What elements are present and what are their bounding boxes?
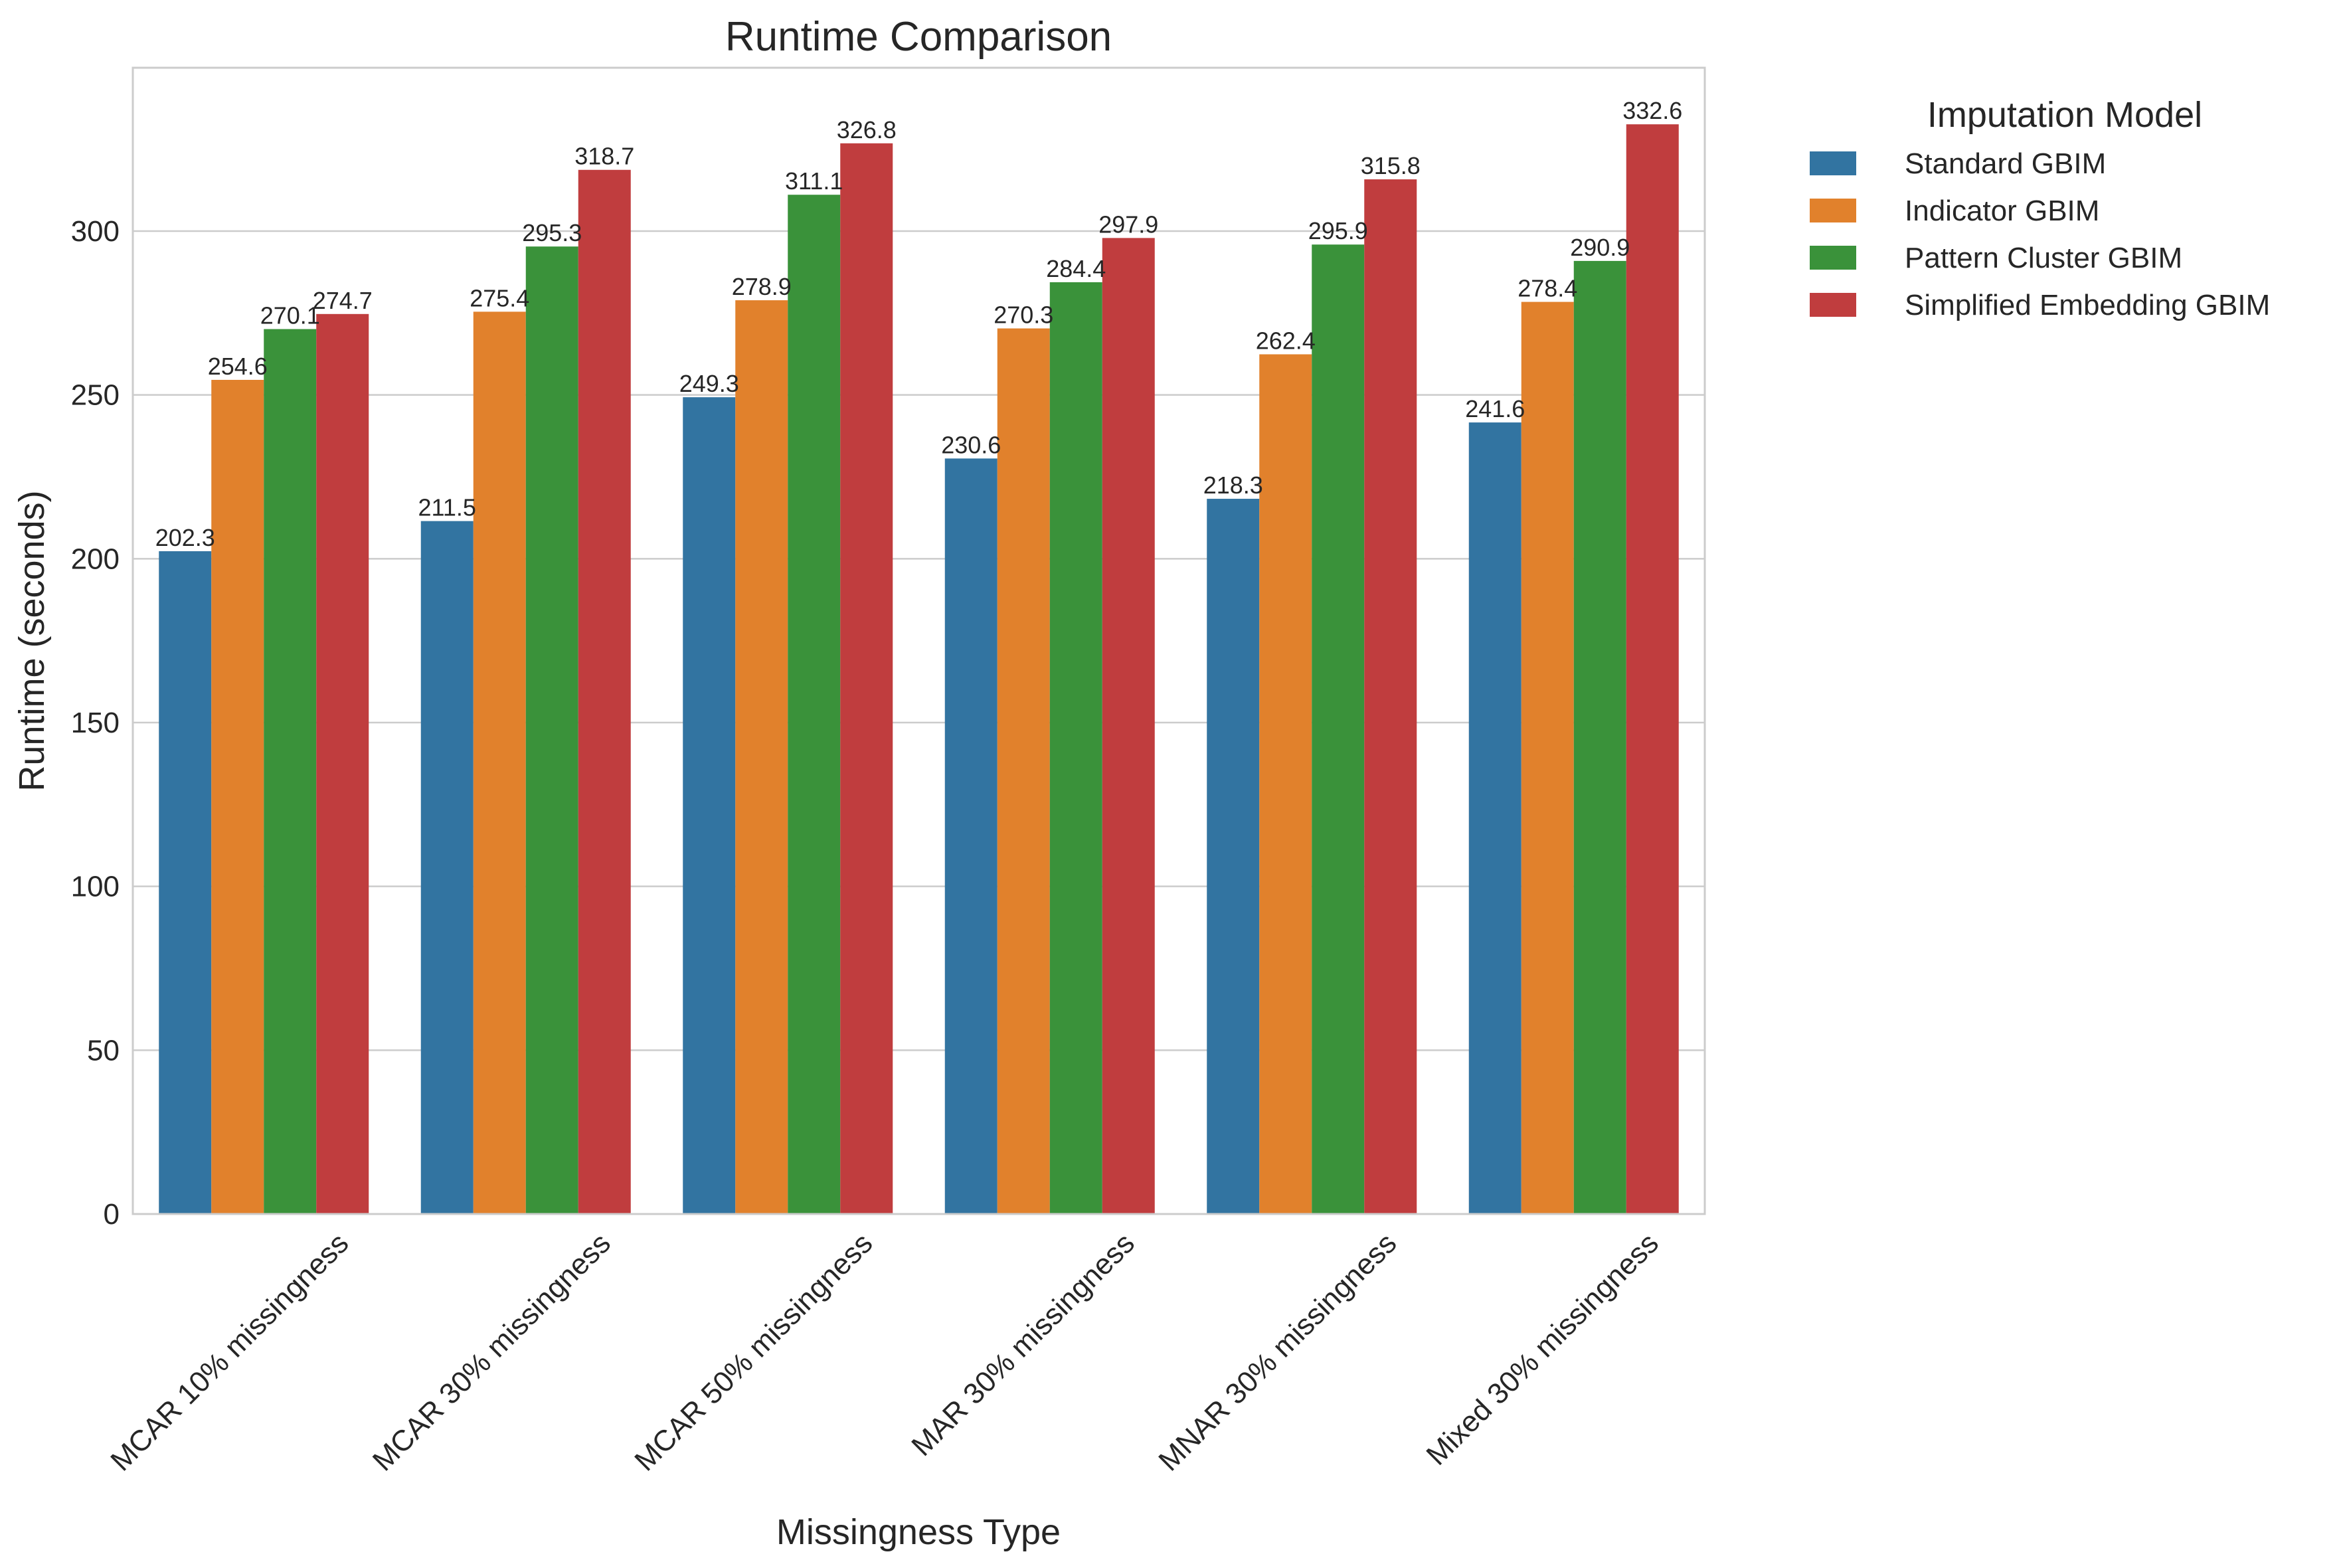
plot-frame (131, 66, 1706, 1215)
bar (420, 521, 474, 1214)
legend: Imputation Model Standard GBIM Indicator … (1810, 95, 2270, 321)
bar (316, 313, 369, 1214)
bar-value-label: 230.6 (941, 431, 1001, 458)
bar-value-label: 284.4 (1046, 255, 1106, 282)
bar (525, 246, 578, 1215)
bar-value-label: 295.9 (1308, 217, 1368, 244)
y-tick-label: 0 (104, 1198, 120, 1231)
y-axis-label: Runtime (seconds) (12, 490, 52, 791)
legend-label: Simplified Embedding GBIM (1905, 289, 2270, 321)
legend-title: Imputation Model (1927, 95, 2202, 135)
bar-value-label: 249.3 (679, 370, 739, 397)
bar (1207, 499, 1260, 1214)
bar (1102, 238, 1155, 1214)
y-tick-label: 300 (71, 215, 120, 248)
bar-value-label: 241.6 (1465, 395, 1525, 422)
y-tick-label: 100 (71, 871, 120, 903)
bar (997, 328, 1050, 1214)
bar-value-label: 278.4 (1518, 275, 1577, 302)
x-axis-label: Missingness Type (776, 1512, 1061, 1552)
legend-label: Standard GBIM (1905, 147, 2106, 180)
bar-value-label: 211.5 (418, 494, 476, 521)
bar (159, 551, 212, 1214)
bar (1573, 260, 1626, 1215)
legend-swatch (1810, 246, 1856, 270)
bar-value-label: 278.9 (732, 273, 792, 300)
legend-swatch (1810, 293, 1856, 317)
bar-value-label: 295.3 (522, 219, 582, 246)
bar (1259, 354, 1312, 1214)
bars (159, 124, 1679, 1215)
y-tick-label: 50 (87, 1034, 120, 1067)
chart-title: Runtime Comparison (725, 14, 1112, 60)
bar-value-label: 318.7 (574, 143, 634, 170)
bar (473, 311, 526, 1214)
bar (944, 458, 998, 1215)
bar-value-label: 311.1 (785, 167, 843, 195)
y-tick-label: 200 (71, 543, 120, 575)
bar-value-label: 218.3 (1203, 472, 1263, 499)
bar (1049, 282, 1102, 1215)
bar-value-label: 254.6 (208, 353, 268, 380)
bar-value-label: 270.3 (994, 302, 1053, 329)
legend-items: Standard GBIM Indicator GBIM Pattern Clust… (1810, 147, 2270, 321)
legend-label: Pattern Cluster GBIM (1905, 242, 2182, 274)
bar (735, 300, 788, 1215)
bar-value-label: 332.6 (1622, 97, 1682, 124)
bar (683, 397, 736, 1214)
bar (1468, 422, 1521, 1214)
bar (1312, 244, 1365, 1214)
bar (1521, 302, 1574, 1214)
y-tick-label: 250 (71, 379, 120, 412)
legend-label: Indicator GBIM (1905, 195, 2099, 227)
bar-value-label: 297.9 (1098, 211, 1158, 238)
bar-value-label: 270.1 (260, 302, 320, 329)
bar-value-label: 290.9 (1570, 234, 1630, 261)
bar-value-label: 202.3 (155, 524, 215, 551)
bar (788, 195, 841, 1214)
bar (1626, 124, 1679, 1214)
bar-value-label: 262.4 (1256, 327, 1316, 354)
bar-value-label: 274.7 (313, 287, 373, 314)
bar-value-label: 275.4 (470, 284, 529, 311)
bar (211, 379, 264, 1214)
bar (264, 329, 317, 1215)
y-axis-ticks: 0 50 100 150 200 250 300 (71, 215, 120, 1231)
bar (840, 143, 893, 1215)
legend-swatch (1810, 199, 1856, 222)
legend-swatch (1810, 151, 1856, 175)
bar-value-label: 315.8 (1361, 152, 1421, 179)
bar (578, 169, 631, 1214)
bar-value-label: 326.8 (837, 116, 897, 143)
y-tick-label: 150 (71, 707, 120, 739)
bar (1364, 179, 1417, 1214)
